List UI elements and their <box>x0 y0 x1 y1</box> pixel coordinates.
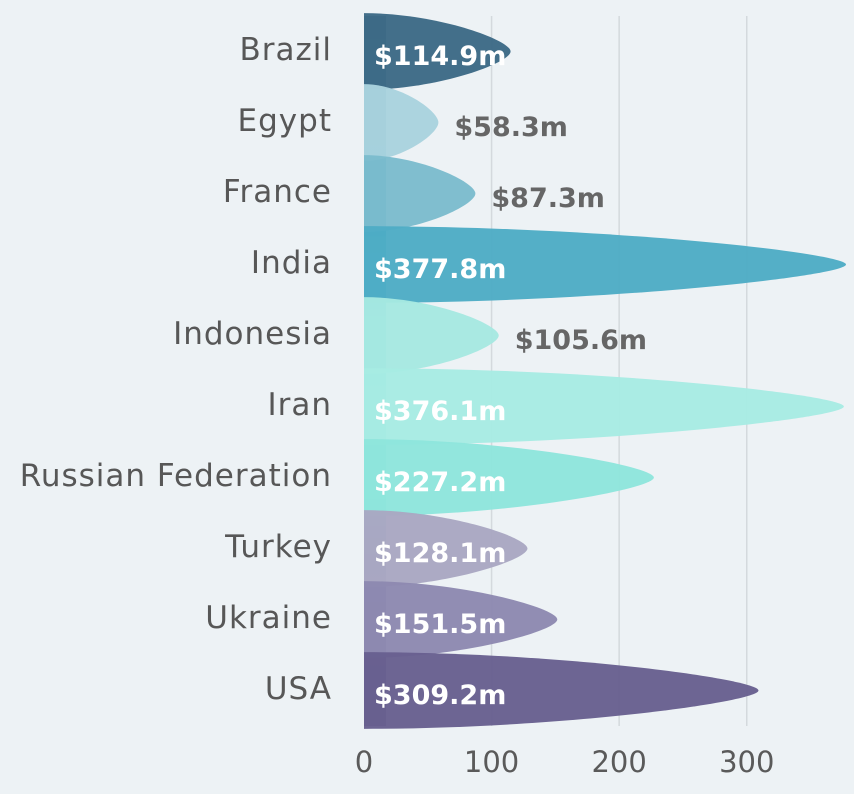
x-tick-label: 0 <box>355 745 373 779</box>
category-label: Iran <box>267 387 332 423</box>
bar-brazil <box>364 13 511 90</box>
bar-russian-federation <box>364 439 654 516</box>
value-label: $128.1m <box>374 538 506 569</box>
category-label: France <box>223 174 332 210</box>
bar-usa <box>364 652 759 729</box>
value-label: $114.9m <box>374 41 506 72</box>
category-label: Turkey <box>224 529 332 565</box>
category-label: India <box>251 245 332 281</box>
category-label: Egypt <box>238 103 332 139</box>
value-label: $105.6m <box>515 325 647 356</box>
bar-india <box>364 226 846 303</box>
x-tick-label: 300 <box>719 745 774 779</box>
category-label: Indonesia <box>173 316 332 352</box>
value-label: $58.3m <box>454 112 568 143</box>
bar-ukraine <box>364 581 558 658</box>
value-label: $151.5m <box>374 609 506 640</box>
value-label: $376.1m <box>374 396 506 427</box>
bar-egypt <box>364 84 439 161</box>
x-tick-label: 100 <box>464 745 519 779</box>
category-labels: Brazil Egypt France India Indonesia Iran Russi… <box>20 32 332 707</box>
bar-iran <box>364 368 844 445</box>
value-label: $377.8m <box>374 254 506 285</box>
value-label: $309.2m <box>374 680 506 711</box>
bar-indonesia <box>364 297 499 374</box>
value-label: $87.3m <box>491 183 605 214</box>
x-tick-label: 200 <box>591 745 646 779</box>
x-tick-labels: 0 100 200 300 <box>355 745 775 779</box>
bar-turkey <box>364 510 528 587</box>
value-label: $227.2m <box>374 467 506 498</box>
bar-france <box>364 155 476 232</box>
category-label: Ukraine <box>205 600 332 636</box>
bars <box>364 13 846 729</box>
category-label: USA <box>265 671 332 707</box>
category-label: Brazil <box>239 32 332 68</box>
category-label: Russian Federation <box>20 458 332 494</box>
value-labels: $114.9m $58.3m $87.3m $377.8m $105.6m $376.1m… <box>374 41 647 711</box>
